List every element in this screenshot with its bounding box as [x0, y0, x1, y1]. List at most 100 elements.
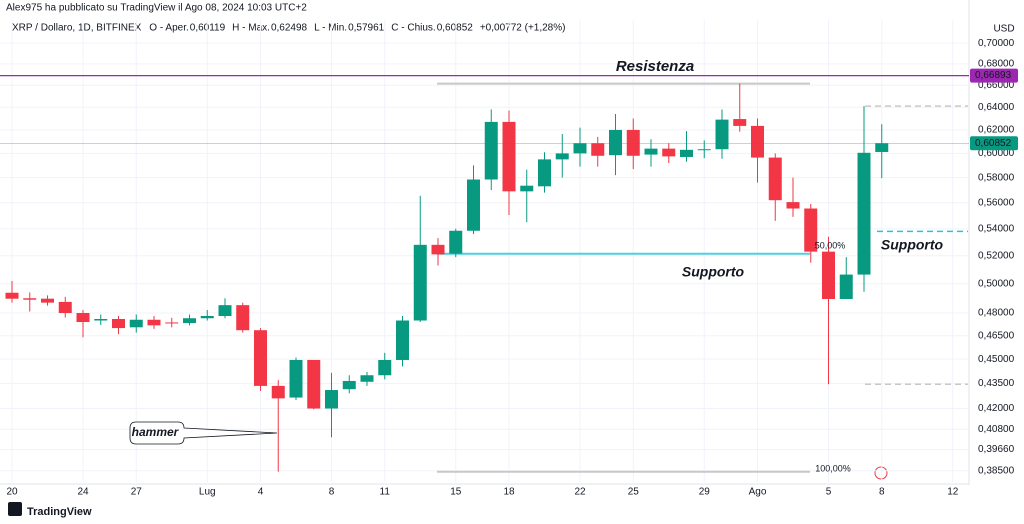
ohlc-legend: XRP / Dollaro, 1D, BITFINEX O - Aper. 0,60… [12, 23, 565, 34]
price-tag [970, 136, 1018, 151]
y-tick-label: 0,42000 [978, 403, 1015, 414]
candle-body [502, 121, 516, 192]
x-tick-label: 20 [6, 487, 18, 498]
y-tick-label: 0,43500 [978, 378, 1015, 389]
candle-body [644, 148, 658, 155]
candle-body [360, 375, 374, 382]
candle-body [271, 385, 285, 399]
ohlc-label: L - Min. [314, 23, 347, 34]
candle-body [236, 305, 250, 331]
annotation: 50,00% [815, 240, 846, 250]
x-tick-label: 29 [699, 487, 711, 498]
candle-body [555, 153, 569, 160]
x-tick-label: Lug [199, 487, 216, 498]
annotation: Supporto [682, 264, 745, 280]
y-tick-label: 0,40800 [978, 424, 1015, 435]
candle-body [183, 318, 196, 324]
annotation: 100,00% [815, 463, 851, 473]
event-icon [874, 466, 888, 480]
x-tick-label: 5 [826, 487, 832, 498]
candle-body [94, 318, 108, 321]
y-tick-label: 0,48000 [978, 308, 1015, 319]
annotation: Supporto [881, 237, 944, 253]
candle-body [76, 313, 90, 323]
x-tick-label: 27 [131, 487, 143, 498]
candle-body [307, 359, 321, 409]
brand: TradingView [27, 506, 92, 518]
candle-body [200, 315, 214, 319]
publisher: Alex975 ha pubblicato su TradingView il … [6, 3, 307, 14]
candle-body [218, 305, 232, 316]
candle-body [431, 244, 445, 255]
y-tick-label: 0,68000 [978, 59, 1015, 70]
y-tick-label: 0,56000 [978, 197, 1015, 208]
ohlc-value: 0,62498 [271, 23, 308, 34]
y-tick-label: 0,50000 [978, 278, 1015, 289]
candle-body [396, 320, 409, 360]
logo [8, 502, 22, 516]
candle-body [875, 143, 889, 152]
candle-body [751, 125, 764, 158]
symbol: XRP / Dollaro, 1D, BITFINEX [12, 23, 142, 34]
x-tick-label: 8 [879, 487, 885, 498]
candle-body [804, 208, 818, 252]
y-tick-label: 0,54000 [978, 223, 1015, 234]
grid [0, 20, 968, 482]
candle-body [165, 322, 179, 324]
candle-body [715, 119, 729, 150]
price-tag [970, 68, 1018, 83]
candle-body [413, 244, 427, 321]
candle-body [147, 319, 161, 326]
candle-body [680, 149, 693, 157]
y-tick-label: 0,52000 [978, 250, 1015, 261]
ohlc-label: O - Aper. [149, 23, 188, 34]
ohlc-value: 0,60852 [437, 23, 474, 34]
y-tick-label: 0,39660 [978, 444, 1015, 455]
price-tag-label: 0,60852 [975, 138, 1012, 149]
candle-body [520, 185, 534, 192]
candle-body [591, 143, 605, 156]
annotation: hammer [132, 425, 180, 439]
y-tick-label: 0,45000 [978, 354, 1015, 365]
price-tag-label: 0,66893 [975, 70, 1012, 81]
y-tick-label: 0,58000 [978, 172, 1015, 183]
y-tick-label: 0,38500 [978, 465, 1015, 476]
candle-body [129, 319, 143, 328]
x-tick-label: 4 [258, 487, 264, 498]
candle-body [449, 230, 463, 254]
candle-body [378, 359, 392, 376]
candle-body [839, 274, 853, 299]
candle-body [41, 298, 54, 303]
x-tick-label: 18 [503, 487, 515, 498]
candle-body [289, 359, 303, 398]
y-tick-label: 0,70000 [978, 38, 1015, 49]
candle-body [112, 318, 125, 329]
candle-body [857, 152, 871, 275]
y-tick-label: 0,60000 [978, 148, 1015, 159]
y-tick-label: 0,62000 [978, 125, 1015, 136]
x-tick-label: Ago [749, 487, 767, 498]
x-tick-label: 25 [628, 487, 640, 498]
ohlc-label: C - Chius. [391, 23, 435, 34]
candle-body [484, 121, 498, 180]
candle-body [768, 157, 782, 201]
x-tick-label: 22 [574, 487, 586, 498]
candle-body [733, 119, 747, 126]
candle-body [467, 179, 480, 231]
candle-body [23, 298, 37, 300]
x-tick-label: 11 [380, 487, 391, 498]
candle-body [697, 149, 711, 151]
x-tick-label: 12 [947, 487, 959, 498]
plot [5, 82, 968, 473]
currency: USD [993, 24, 1014, 35]
candle-body [325, 390, 338, 409]
candle-body [5, 292, 19, 299]
candle-body [573, 143, 587, 154]
candle-body [538, 159, 551, 187]
candle-body [662, 148, 676, 157]
y-tick-label: 0,64000 [978, 102, 1015, 113]
y-tick-label: 0,46500 [978, 330, 1015, 341]
candle-body [609, 129, 622, 156]
